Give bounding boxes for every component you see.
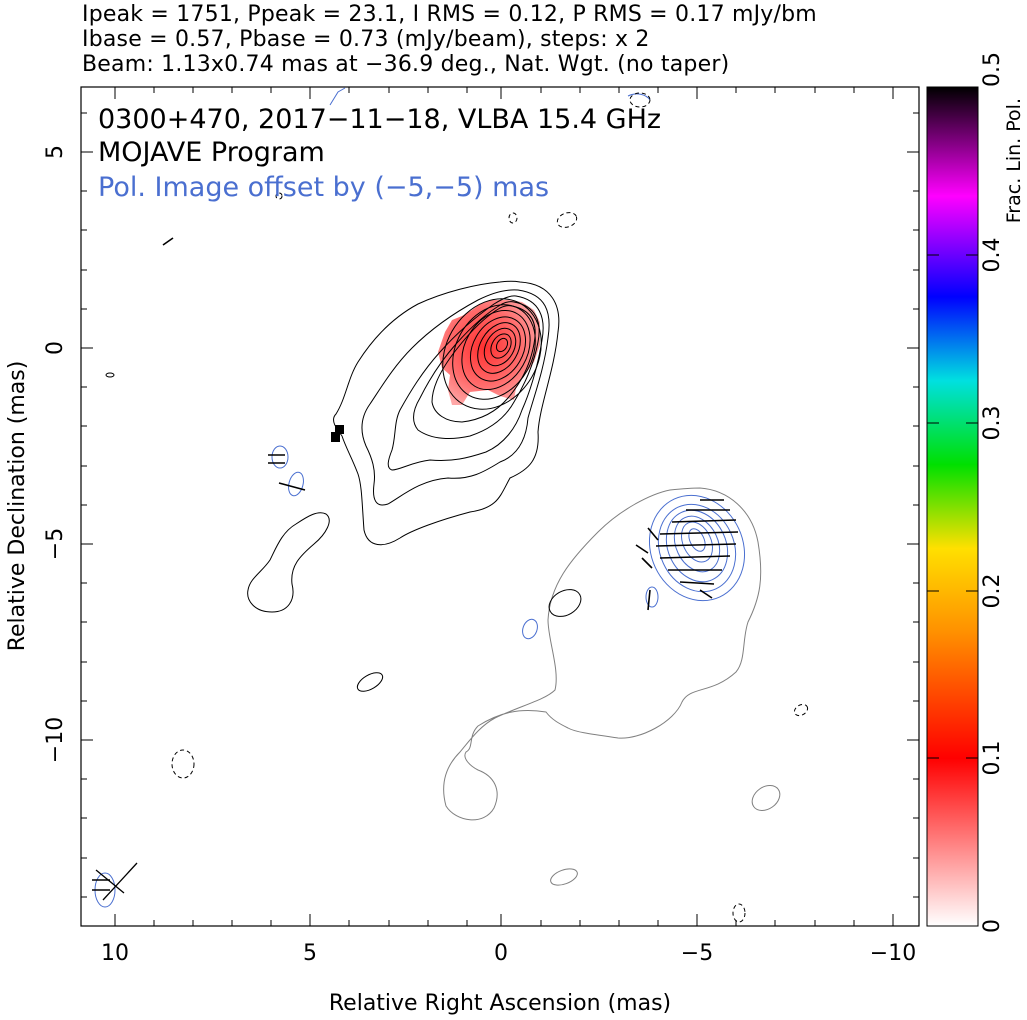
header-line-2: Ibase = 0.57, Pbase = 0.73 (mJy/beam), s… (82, 27, 650, 52)
offset-annotation: Pol. Image offset by (−5,−5) mas (98, 172, 549, 203)
contour-level (477, 322, 521, 374)
x-tick-label: −10 (870, 941, 916, 966)
y-tick-label: −5 (43, 528, 68, 560)
contour-level (469, 316, 527, 382)
x-axis-title: Relative Right Ascension (mas) (329, 991, 671, 1016)
colorbar-tick-label: 0.2 (980, 574, 1005, 609)
colorbar-tick-label: 0.3 (980, 406, 1005, 441)
header-line-3: Beam: 1.13x0.74 mas at −36.9 deg., Nat. … (82, 52, 730, 77)
y-tick-label: −10 (43, 717, 68, 763)
beam-symbol (95, 862, 138, 901)
colorbar-tick-label: 0.5 (980, 52, 1005, 87)
program-annotation: MOJAVE Program (98, 137, 325, 168)
colorbar-tick-label: 0.4 (980, 238, 1005, 273)
x-tick-label: 10 (101, 941, 129, 966)
contour-level (333, 280, 560, 546)
contour-level (442, 298, 542, 410)
x-tick-label: 5 (303, 941, 317, 966)
contour-level (356, 672, 384, 692)
offset-contour-island (751, 785, 781, 811)
axis-ticks (81, 87, 919, 926)
contour-level (452, 304, 536, 400)
colorbar-tick-label: 0 (980, 919, 1005, 933)
x-tick-label: −5 (681, 941, 713, 966)
plot-area (92, 87, 809, 923)
contour-level (387, 295, 544, 471)
contour-level (413, 301, 540, 439)
colorbar-title: Frac. Lin. Pol. (1003, 98, 1025, 223)
source-annotation: 0300+470, 2017−11−18, VLBA 15.4 GHz (98, 104, 661, 135)
offset-contour-island (550, 868, 578, 886)
x-tick-label: 0 (494, 941, 508, 966)
y-axis-title: Relative Declination (mas) (5, 361, 30, 652)
contour-level (483, 327, 517, 367)
y-tick-label: 5 (43, 145, 68, 159)
stokes-i-contours (105, 280, 560, 692)
contour-level (105, 372, 115, 378)
y-tick-label: 0 (43, 341, 68, 355)
evpa-ticks (92, 237, 739, 891)
header-line-1: Ipeak = 1751, Ppeak = 23.1, I RMS = 0.12… (82, 2, 817, 27)
contour-level (461, 309, 531, 391)
plot-frame (80, 86, 920, 927)
colorbar (926, 86, 979, 927)
offset-stokes-i-contour (443, 487, 762, 821)
contour-level (495, 337, 509, 353)
contour-level (361, 289, 550, 506)
colorbar-ticks (927, 254, 978, 759)
negative-contours (171, 92, 809, 923)
offset-contour-island (548, 589, 582, 617)
contour-level (431, 305, 536, 423)
contour-level (247, 512, 330, 613)
high-pol-pixel (335, 425, 344, 434)
contour-level (490, 333, 512, 359)
colorbar-tick-label: 0.1 (980, 741, 1005, 776)
high-pol-pixel (331, 432, 340, 442)
